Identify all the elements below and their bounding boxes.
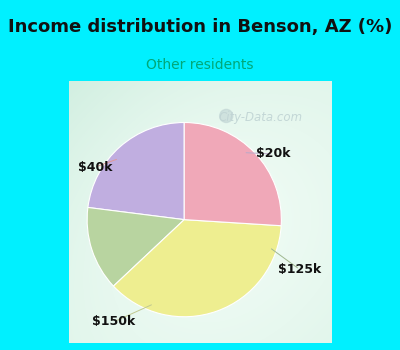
Text: Income distribution in Benson, AZ (%): Income distribution in Benson, AZ (%) bbox=[8, 18, 392, 36]
Text: Other residents: Other residents bbox=[146, 58, 254, 72]
Wedge shape bbox=[88, 122, 184, 220]
Text: $150k: $150k bbox=[92, 315, 135, 329]
Text: $125k: $125k bbox=[278, 263, 321, 276]
Text: City-Data.com: City-Data.com bbox=[218, 111, 302, 124]
Text: $20k: $20k bbox=[256, 147, 291, 161]
Text: $40k: $40k bbox=[78, 161, 112, 174]
Circle shape bbox=[220, 109, 233, 122]
Wedge shape bbox=[114, 220, 281, 317]
Wedge shape bbox=[184, 122, 281, 226]
Wedge shape bbox=[87, 208, 184, 286]
